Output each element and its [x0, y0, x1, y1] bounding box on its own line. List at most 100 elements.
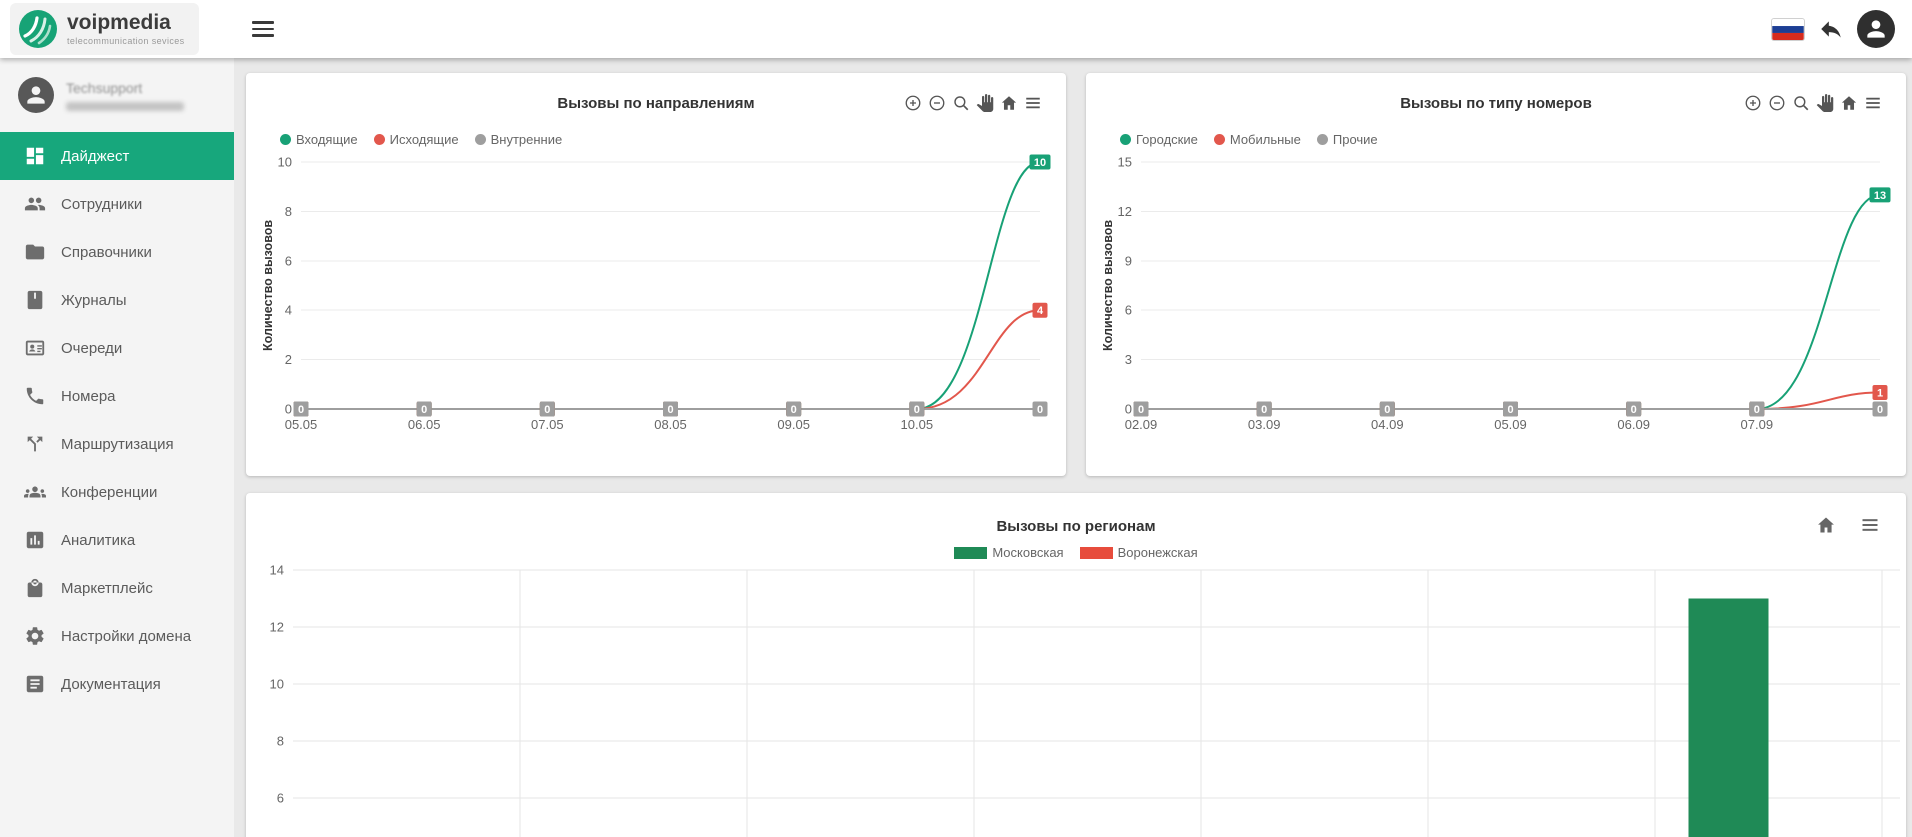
svg-text:0: 0	[667, 404, 673, 416]
sidebar-item-digest[interactable]: Дайджест	[0, 132, 234, 180]
svg-text:07.05: 07.05	[531, 417, 564, 432]
svg-text:0: 0	[1125, 402, 1132, 417]
chart-title: Вызовы по регионам	[996, 518, 1156, 535]
legend-swatch	[1120, 134, 1131, 145]
svg-text:0: 0	[1754, 404, 1760, 416]
svg-text:02.09: 02.09	[1125, 417, 1158, 432]
svg-text:0: 0	[1261, 404, 1267, 416]
svg-text:1: 1	[1877, 388, 1883, 400]
chart-legend: Входящие Исходящие Внутренние	[280, 132, 562, 147]
user-avatar-icon[interactable]	[1857, 10, 1895, 48]
charts-row: Вызовы по направлениям Входящие Исходящие В…	[246, 73, 1906, 476]
home-icon[interactable]	[1000, 94, 1018, 112]
pan-icon[interactable]	[976, 94, 994, 112]
svg-text:0: 0	[1384, 404, 1390, 416]
home-icon[interactable]	[1840, 94, 1858, 112]
svg-text:0: 0	[298, 404, 304, 416]
svg-text:0: 0	[298, 404, 304, 416]
svg-text:9: 9	[1125, 253, 1132, 268]
analytics-icon	[24, 529, 46, 551]
sidebar-item-label: Маршрутизация	[61, 435, 174, 453]
menu-icon[interactable]	[1024, 94, 1042, 112]
user-name: Techsupport	[66, 79, 143, 96]
sidebar-menu: Дайджест Сотрудники Справочники Журналы Очер…	[0, 132, 234, 708]
pan-icon[interactable]	[1816, 94, 1834, 112]
chart-card-directions: Вызовы по направлениям Входящие Исходящие В…	[246, 73, 1066, 476]
sidebar-item-conferences[interactable]: Конференции	[0, 468, 234, 516]
voipmedia-logo-icon	[18, 9, 58, 49]
zoom-box-icon[interactable]	[952, 94, 970, 112]
logo: voipmedia telecommunication sevices	[10, 3, 199, 55]
svg-text:0: 0	[1754, 404, 1760, 416]
svg-text:0: 0	[1507, 404, 1513, 416]
sidebar-item-routing[interactable]: Маршрутизация	[0, 420, 234, 468]
svg-text:0: 0	[914, 404, 920, 416]
zoom-in-icon[interactable]	[904, 94, 922, 112]
svg-text:0: 0	[421, 404, 427, 416]
svg-text:0: 0	[1138, 404, 1144, 416]
sidebar-item-documentation[interactable]: Документация	[0, 660, 234, 708]
zoom-box-icon[interactable]	[1792, 94, 1810, 112]
menu-icon[interactable]	[1864, 94, 1882, 112]
legend-item[interactable]: Московская	[954, 545, 1064, 560]
people-icon	[24, 193, 46, 215]
svg-text:0: 0	[1384, 404, 1390, 416]
chart-legend: Московская Воронежская	[246, 545, 1906, 560]
legend-label: Воронежская	[1117, 545, 1198, 560]
dashboard-icon	[24, 145, 46, 167]
legend-label: Мобильные	[1229, 132, 1301, 147]
sidebar-item-label: Настройки домена	[61, 627, 192, 645]
menu-icon[interactable]	[1860, 515, 1880, 535]
svg-text:13: 13	[1874, 190, 1886, 202]
sidebar-item-label: Номера	[61, 387, 116, 405]
sidebar-item-journals[interactable]: Журналы	[0, 276, 234, 324]
svg-text:14: 14	[270, 563, 284, 578]
menu-toggle-button[interactable]	[252, 17, 274, 41]
svg-text:0: 0	[914, 404, 920, 416]
svg-text:6: 6	[277, 791, 284, 806]
legend-label: Исходящие	[389, 132, 459, 147]
phone-icon	[24, 385, 46, 407]
sidebar-item-label: Сотрудники	[61, 195, 143, 213]
queue-icon	[24, 337, 46, 359]
zoom-in-icon[interactable]	[1744, 94, 1762, 112]
svg-text:0: 0	[791, 404, 797, 416]
sidebar-item-numbers[interactable]: Номера	[0, 372, 234, 420]
chart-card-regions: Вызовы по регионамМосковскаяВоронежская0…	[246, 493, 1906, 837]
zoom-out-icon[interactable]	[1768, 94, 1786, 112]
sidebar-item-analytics[interactable]: Аналитика	[0, 516, 234, 564]
chart-legend: Городские Мобильные Прочие	[1120, 132, 1378, 147]
sidebar-item-domain-settings[interactable]: Настройки домена	[0, 612, 234, 660]
marketplace-icon	[24, 577, 46, 599]
legend-item[interactable]: Городские	[1120, 132, 1198, 147]
sidebar-item-marketplace[interactable]: Маркетплейс	[0, 564, 234, 612]
chart-title: Вызовы по направлениям	[557, 95, 755, 112]
svg-text:0: 0	[1877, 404, 1883, 416]
language-flag-ru-icon[interactable]	[1771, 17, 1805, 41]
legend-item[interactable]: Воронежская	[1079, 545, 1198, 560]
zoom-out-icon[interactable]	[928, 94, 946, 112]
legend-item[interactable]: Внутренние	[474, 132, 562, 147]
sidebar-user[interactable]: Techsupport	[0, 58, 234, 132]
svg-text:0: 0	[1631, 404, 1637, 416]
person-icon	[18, 77, 54, 113]
sidebar-item-queues[interactable]: Очереди	[0, 324, 234, 372]
sidebar-item-label: Аналитика	[61, 531, 136, 549]
svg-text:09.05: 09.05	[777, 417, 810, 432]
home-icon[interactable]	[1816, 515, 1836, 535]
svg-text:0: 0	[791, 404, 797, 416]
svg-text:12: 12	[1118, 204, 1132, 219]
sidebar: Techsupport Дайджест Сотрудники Справочник…	[0, 58, 234, 837]
back-arrow-icon[interactable]	[1818, 16, 1844, 42]
legend-item[interactable]: Входящие	[280, 132, 358, 147]
sidebar-item-directories[interactable]: Справочники	[0, 228, 234, 276]
legend-swatch	[280, 134, 291, 145]
legend-item[interactable]: Исходящие	[373, 132, 459, 147]
svg-text:8: 8	[285, 204, 292, 219]
svg-text:0: 0	[1507, 404, 1513, 416]
sidebar-item-employees[interactable]: Сотрудники	[0, 180, 234, 228]
svg-text:6: 6	[1125, 303, 1132, 318]
legend-item[interactable]: Мобильные	[1213, 132, 1301, 147]
legend-item[interactable]: Прочие	[1316, 132, 1378, 147]
svg-text:4: 4	[285, 303, 292, 318]
